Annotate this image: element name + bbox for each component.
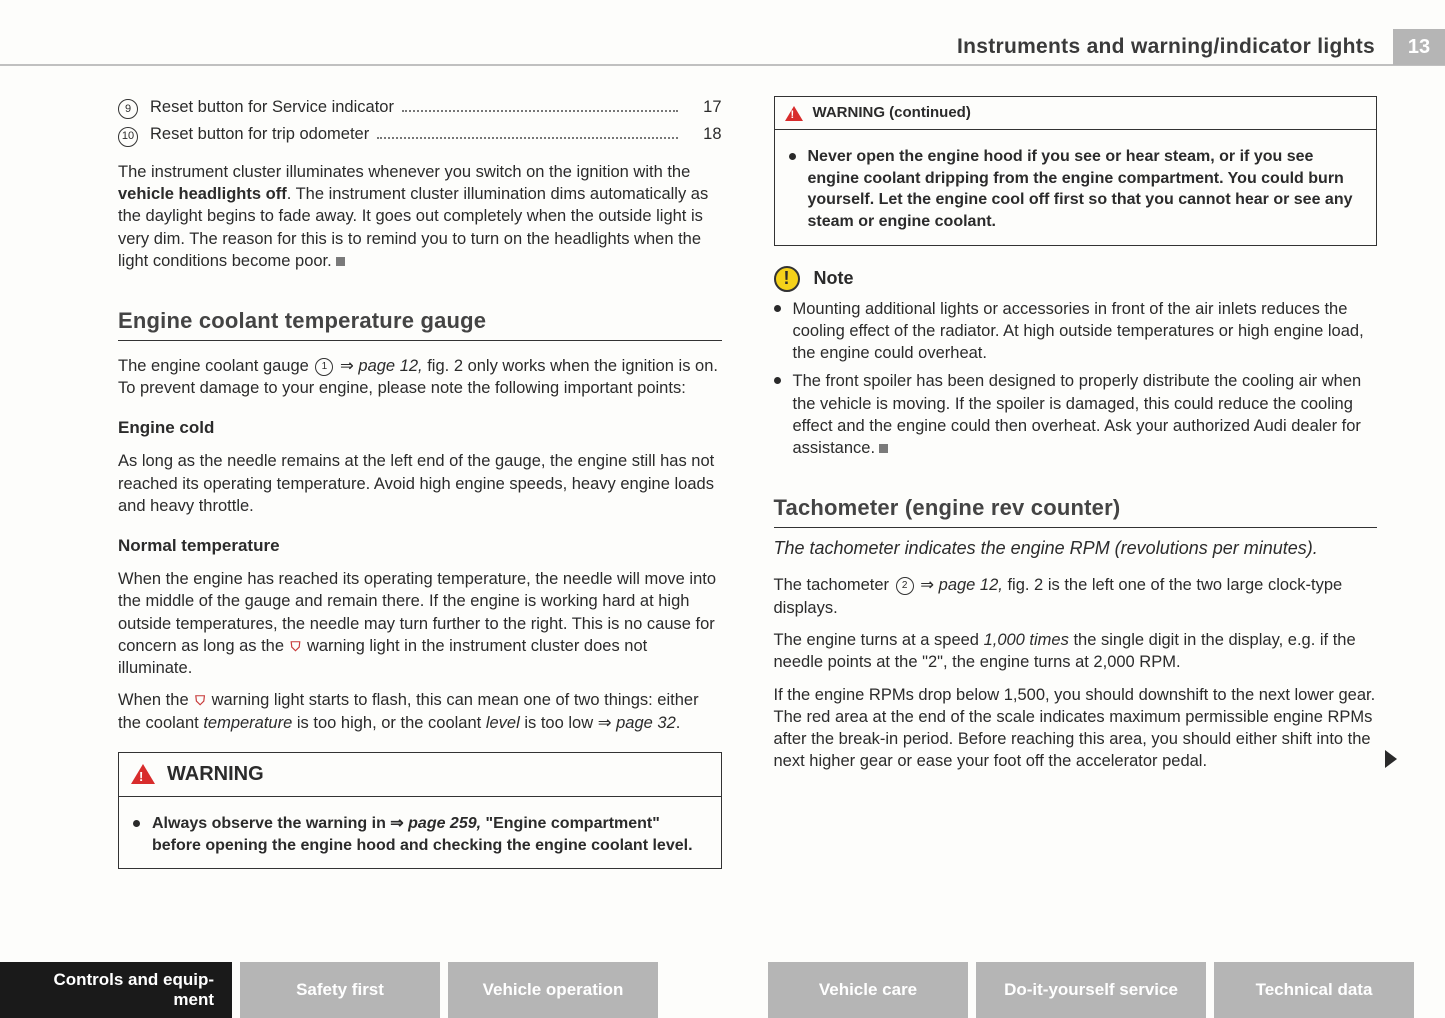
bullet-icon (774, 377, 781, 384)
footer-tab-controls[interactable]: Controls and equip-ment (0, 962, 232, 1018)
section-subtitle: The tachometer indicates the engine RPM … (774, 536, 1378, 560)
left-column: 9 Reset button for Service indicator 17 … (118, 96, 722, 869)
paragraph: If the engine RPMs drop below 1,500, you… (774, 684, 1378, 773)
note-circle-icon: ! (774, 266, 800, 292)
note-bullet: Mounting additional lights or accessorie… (774, 298, 1378, 365)
toc-row: 10 Reset button for trip odometer 18 (118, 123, 722, 146)
warning-triangle-icon (785, 106, 803, 121)
leader-dots (377, 137, 677, 139)
paragraph: The tachometer 2 ⇒ page 12, fig. 2 is th… (774, 574, 1378, 619)
intro-paragraph: The instrument cluster illuminates whene… (118, 161, 722, 272)
circled-number-9: 9 (118, 99, 138, 119)
warning-body: Always observe the warning in ⇒ page 259… (119, 797, 721, 868)
paragraph: As long as the needle remains at the lef… (118, 450, 722, 517)
subhead-engine-cold: Engine cold (118, 417, 722, 440)
right-column: WARNING (continued) Never open the engin… (774, 96, 1378, 869)
subhead-normal-temp: Normal temperature (118, 535, 722, 558)
paragraph: When the engine has reached its operatin… (118, 568, 722, 679)
warning-header: WARNING (119, 753, 721, 797)
warning-triangle-icon (131, 764, 155, 784)
section-tachometer: Tachometer (engine rev counter) (774, 493, 1378, 528)
toc-label: Reset button for trip odometer (150, 123, 369, 145)
toc-page: 18 (688, 123, 722, 145)
warning-box: WARNING Always observe the warning in ⇒ … (118, 752, 722, 869)
footer-tab-care[interactable]: Vehicle care (768, 962, 968, 1018)
footer-tab-diy[interactable]: Do-it-yourself service (976, 962, 1206, 1018)
footer-tab-technical[interactable]: Technical data (1214, 962, 1414, 1018)
warning-body: Never open the engine hood if you see or… (775, 130, 1377, 244)
leader-dots (402, 110, 678, 112)
toc-label: Reset button for Service indicator (150, 96, 394, 118)
toc-page: 17 (688, 96, 722, 118)
end-square-icon (879, 444, 888, 453)
footer-tabs: Controls and equip-ment Safety first Veh… (0, 962, 1445, 1018)
bullet-icon (789, 153, 796, 160)
next-page-arrow-icon[interactable] (1385, 750, 1397, 768)
note-header: ! Note (774, 266, 1378, 292)
note-bullet: The front spoiler has been designed to p… (774, 370, 1378, 459)
warning-box-continued: WARNING (continued) Never open the engin… (774, 96, 1378, 246)
footer-tab-operation[interactable]: Vehicle operation (448, 962, 658, 1018)
paragraph: The engine turns at a speed 1,000 times … (774, 629, 1378, 674)
chapter-title: Instruments and warning/indicator lights (0, 35, 1393, 59)
toc-row: 9 Reset button for Service indicator 17 (118, 96, 722, 119)
section-coolant-gauge: Engine coolant temperature gauge (118, 306, 722, 341)
end-square-icon (336, 257, 345, 266)
warning-header: WARNING (continued) (775, 97, 1377, 130)
page-header: Instruments and warning/indicator lights… (0, 30, 1445, 66)
circled-number-10: 10 (118, 127, 138, 147)
coolant-temp-icon: ⛉ (291, 638, 301, 656)
circled-number-2-icon: 2 (896, 577, 914, 595)
coolant-temp-icon: ⛉ (195, 692, 205, 710)
paragraph: The engine coolant gauge 1 ⇒ page 12, fi… (118, 355, 722, 400)
paragraph: When the ⛉ warning light starts to flash… (118, 689, 722, 734)
bullet-icon (133, 820, 140, 827)
page-number: 13 (1393, 29, 1445, 65)
circled-number-1-icon: 1 (315, 358, 333, 376)
footer-tab-safety[interactable]: Safety first (240, 962, 440, 1018)
bullet-icon (774, 305, 781, 312)
